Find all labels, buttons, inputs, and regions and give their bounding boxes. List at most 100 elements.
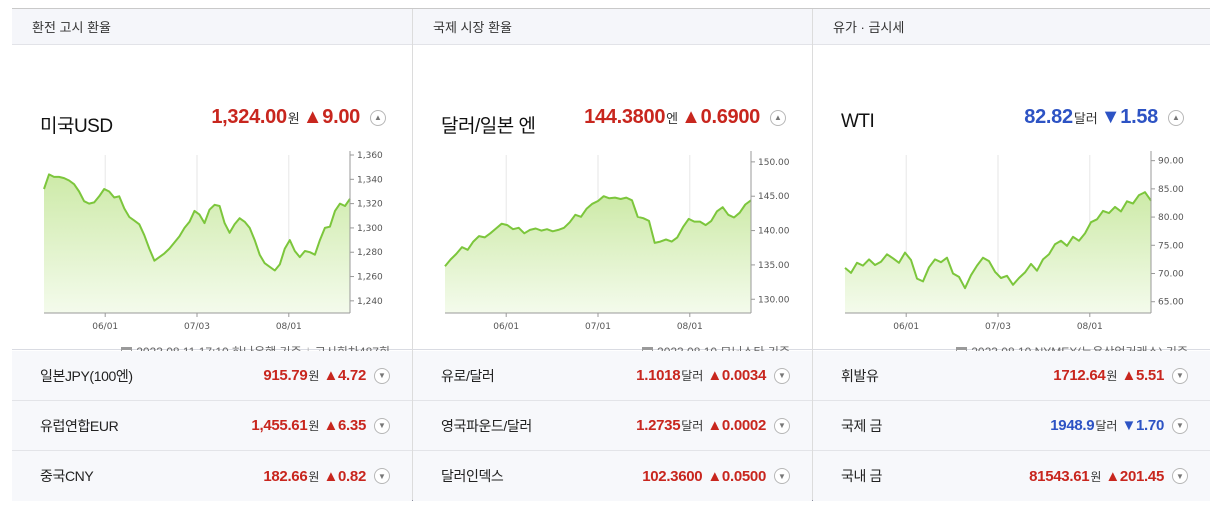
chevron-down-icon[interactable]: ▼: [1172, 417, 1188, 434]
list-item[interactable]: 유로/달러 1.1018 달러 ▲0.0034 ▼: [413, 351, 812, 401]
list-item[interactable]: 유럽연합EUR 1,455.61 원 ▲6.35 ▼: [12, 401, 412, 451]
main-quote[interactable]: 미국USD 1,324.00 원 ▲9.00 ▲ 1,360 1,340 1,320…: [12, 45, 412, 359]
chevron-up-icon[interactable]: ▲: [370, 109, 386, 126]
y-tick-label: 1,360: [357, 151, 383, 161]
currency-name: 달러/일본 엔: [441, 116, 536, 137]
list-item[interactable]: 영국파운드/달러 1.2735 달러 ▲0.0002 ▼: [413, 401, 812, 451]
x-tick-label: 08/01: [276, 322, 302, 330]
commodity-name: WTI: [841, 111, 875, 132]
item-unit: 원: [1090, 469, 1102, 484]
y-tick-label: 75.00: [1158, 241, 1184, 251]
item-unit: 원: [308, 419, 320, 433]
sub-quote-list: 일본JPY(100엔) 915.79 원 ▲4.72 ▼ 유럽연합EUR 1,4…: [12, 351, 412, 501]
price-value: 82.82: [1024, 106, 1073, 128]
x-tick-label: 06/01: [893, 322, 919, 330]
chevron-up-icon[interactable]: ▲: [770, 109, 786, 126]
price-chart: 1,360 1,340 1,320 1,300 1,280 1,260 1,240 06/01…: [43, 151, 383, 330]
area-fill: [44, 174, 350, 313]
item-change: ▲0.0500: [707, 467, 766, 485]
main-quote[interactable]: 달러/일본 엔 144.3800 엔 ▲0.6900 ▲ 150.00 145.0…: [413, 45, 812, 359]
item-value: 102.3600: [642, 467, 703, 485]
panel-exchange-notice: 환전 고시 환율 미국USD 1,324.00 원 ▲9.00 ▲ 1,360 1…: [12, 9, 412, 501]
x-tick-label: 07/03: [985, 322, 1011, 330]
item-value: 1.2735: [636, 417, 681, 434]
y-tick-label: 140.00: [758, 227, 790, 237]
item-change: ▲0.82: [323, 467, 366, 485]
item-name: 유로/달러: [441, 367, 495, 384]
panel-header-label: 환전 고시 환율: [32, 20, 111, 35]
item-unit: 달러: [681, 369, 704, 383]
panel-header[interactable]: 환전 고시 환율: [12, 9, 412, 45]
item-name: 영국파운드/달러: [441, 417, 532, 434]
item-unit: 달러: [1095, 419, 1118, 433]
item-name: 휘발유: [841, 367, 879, 384]
area-fill: [445, 196, 751, 313]
chevron-down-icon[interactable]: ▼: [774, 468, 790, 484]
series-line: [444, 195, 752, 267]
x-tick-label: 06/01: [493, 322, 519, 330]
item-name: 국제 금: [841, 417, 882, 434]
item-value: 915.79: [263, 367, 308, 384]
panel-international-market: 국제 시장 환율 달러/일본 엔 144.3800 엔 ▲0.6900 ▲ 15…: [412, 9, 812, 501]
chevron-down-icon[interactable]: ▼: [374, 367, 390, 384]
item-value: 81543.61: [1029, 467, 1090, 485]
price-value: 1,324.00: [211, 106, 287, 128]
series-line: [43, 173, 351, 272]
main-quote[interactable]: WTI 82.82 달러 ▼1.58 ▲ 90.00 85.00 80.00 75.0…: [813, 45, 1210, 359]
y-tick-label: 65.00: [1158, 298, 1184, 308]
item-unit: 원: [308, 369, 320, 383]
y-tick-label: 1,340: [357, 175, 383, 185]
x-tick-label: 08/01: [677, 322, 703, 330]
y-tick-label: 1,320: [357, 200, 383, 210]
chevron-down-icon[interactable]: ▼: [374, 417, 390, 434]
item-name: 국내 금: [841, 468, 882, 484]
item-name: 달러인덱스: [441, 468, 504, 484]
x-tick-label: 07/01: [585, 322, 611, 330]
y-tick-label: 145.00: [758, 192, 790, 202]
chevron-up-icon[interactable]: ▲: [1168, 109, 1184, 126]
sub-quote-list: 유로/달러 1.1018 달러 ▲0.0034 ▼ 영국파운드/달러 1.273…: [413, 351, 812, 501]
list-item[interactable]: 중국CNY 182.66 원 ▲0.82 ▼: [12, 451, 412, 501]
list-item[interactable]: 휘발유 1712.64 원 ▲5.51 ▼: [813, 351, 1210, 401]
chevron-down-icon[interactable]: ▼: [1172, 468, 1188, 484]
y-tick-label: 85.00: [1158, 185, 1184, 195]
y-tick-label: 1,300: [357, 224, 383, 234]
exchange-rate-widget: 환전 고시 환율 미국USD 1,324.00 원 ▲9.00 ▲ 1,360 1…: [12, 8, 1210, 501]
item-change: ▲0.0002: [707, 417, 766, 434]
item-value: 1712.64: [1053, 367, 1106, 384]
item-change: ▼1.70: [1121, 417, 1164, 434]
list-item[interactable]: 국제 금 1948.9 달러 ▼1.70 ▼: [813, 401, 1210, 451]
item-value: 1948.9: [1050, 417, 1095, 434]
chevron-down-icon[interactable]: ▼: [774, 367, 790, 384]
list-item[interactable]: 일본JPY(100엔) 915.79 원 ▲4.72 ▼: [12, 351, 412, 401]
item-unit: 원: [308, 469, 320, 484]
x-tick-label: 08/01: [1077, 322, 1103, 330]
item-value: 1.1018: [636, 367, 681, 384]
price-unit: 달러: [1073, 111, 1098, 126]
price-value: 144.3800: [584, 106, 666, 128]
item-change: ▲6.35: [323, 417, 366, 434]
item-value: 1,455.61: [251, 417, 308, 434]
item-unit: 달러: [681, 419, 704, 433]
chevron-down-icon[interactable]: ▼: [1172, 367, 1188, 384]
area-fill: [845, 192, 1151, 313]
item-value: 182.66: [263, 467, 308, 485]
price-unit: 원: [287, 111, 300, 126]
list-item[interactable]: 달러인덱스 102.3600 ▲0.0500 ▼: [413, 451, 812, 501]
currency-name: 미국USD: [40, 116, 113, 137]
y-tick-label: 150.00: [758, 158, 790, 168]
chevron-down-icon[interactable]: ▼: [374, 468, 390, 484]
item-name: 중국CNY: [40, 468, 94, 484]
list-item[interactable]: 국내 금 81543.61 원 ▲201.45 ▼: [813, 451, 1210, 501]
y-tick-label: 70.00: [1158, 270, 1184, 280]
panel-header[interactable]: 유가 · 금시세: [813, 9, 1210, 45]
panel-header[interactable]: 국제 시장 환율: [413, 9, 812, 45]
panel-oil-gold: 유가 · 금시세 WTI 82.82 달러 ▼1.58 ▲ 90.00 85.00…: [812, 9, 1210, 501]
x-tick-label: 06/01: [92, 322, 118, 330]
y-tick-label: 130.00: [758, 295, 790, 305]
item-change: ▲4.72: [323, 367, 366, 384]
price-unit: 엔: [666, 111, 679, 126]
x-tick-label: 07/03: [184, 322, 210, 330]
series-line: [844, 191, 1152, 290]
chevron-down-icon[interactable]: ▼: [774, 417, 790, 434]
